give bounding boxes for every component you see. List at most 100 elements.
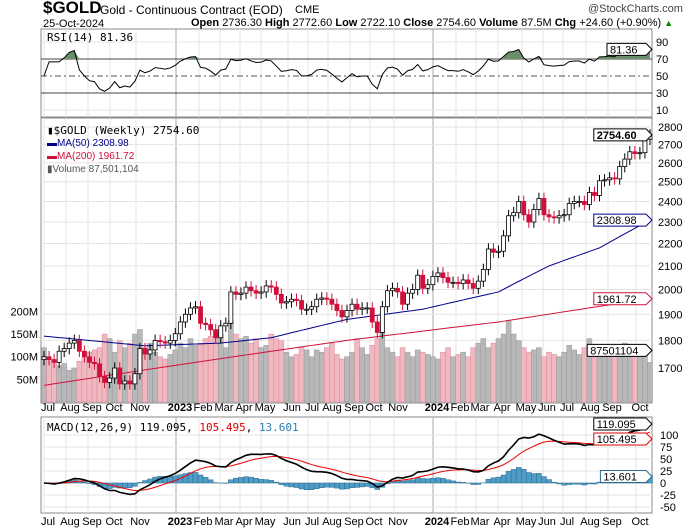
- x-tick-label: 2023: [168, 516, 192, 528]
- candle-body: [127, 380, 133, 385]
- candle-body: [415, 274, 421, 290]
- x-tick-label: Sep: [602, 402, 622, 414]
- volume-bar: [218, 333, 224, 403]
- macd-histogram-bar: [576, 482, 583, 485]
- candle-body: [289, 298, 294, 303]
- macd-histogram-bar: [349, 482, 355, 488]
- candle-body: [152, 340, 158, 351]
- candle-body: [617, 166, 623, 180]
- macd-histogram-bar: [339, 482, 345, 490]
- candle-body: [92, 361, 97, 365]
- volume-bar: [384, 347, 391, 403]
- volume-bar: [409, 356, 416, 403]
- candle-icon: ▮: [47, 124, 54, 137]
- candle-body: [622, 158, 628, 167]
- volume-bar: [531, 349, 537, 403]
- price-tag: 2754.60: [597, 130, 637, 142]
- volume-bar: [389, 351, 396, 403]
- brand-link[interactable]: @StockCharts.com: [588, 3, 683, 15]
- volume-bar: [480, 338, 487, 403]
- macd-histogram-bar: [238, 477, 244, 484]
- volume-bar: [298, 347, 305, 403]
- x-tick-label: Aug: [322, 516, 342, 528]
- macd-value-tag: 119.095: [597, 419, 636, 431]
- macd-histogram-bar: [399, 480, 406, 484]
- candle-body: [324, 297, 330, 300]
- candle-body: [440, 272, 446, 278]
- instrument-name: Gold - Continuous Contract (EOD): [100, 3, 283, 17]
- x-tick-label: Feb: [194, 516, 213, 528]
- open-label: Open: [191, 17, 220, 29]
- volume-bar: [182, 347, 189, 403]
- x-tick-label: Feb: [451, 402, 470, 414]
- volume-bar: [470, 347, 476, 403]
- candle-body: [450, 281, 456, 284]
- candle-body: [592, 192, 597, 196]
- x-tick-label: Apr: [235, 402, 252, 414]
- volume-bar: [556, 356, 562, 403]
- candle-body: [167, 340, 173, 344]
- candle-body: [395, 287, 400, 293]
- candle-body: [521, 201, 527, 216]
- candle-body: [425, 284, 431, 289]
- macd-tick-label: 100: [660, 430, 678, 442]
- volume-bar: [536, 347, 542, 403]
- volume-bar: [162, 358, 168, 403]
- candle-body: [137, 348, 143, 375]
- volume-bar: [485, 347, 492, 403]
- price-tick-label: 1700: [658, 363, 682, 375]
- candle-body: [571, 201, 577, 204]
- candle-body: [556, 215, 562, 219]
- x-tick-label: Sep: [344, 402, 364, 414]
- volume-bar: [344, 356, 350, 403]
- price-tick-label: 1800: [658, 335, 682, 347]
- ma50-tag-box: [593, 213, 653, 227]
- candle-body: [319, 297, 325, 300]
- candle-body: [309, 306, 315, 310]
- x-tick-label: Nov: [130, 516, 150, 528]
- x-tick-label: Aug: [60, 516, 80, 528]
- macd-histogram-bar: [303, 482, 310, 491]
- volume-bar: [202, 338, 209, 403]
- volume-bar: [566, 345, 572, 403]
- candle-body: [536, 198, 542, 210]
- candle-body: [541, 198, 547, 216]
- macd-histogram-bar: [566, 482, 572, 485]
- volume-bar: [490, 342, 497, 403]
- macd-tick-label: 75: [660, 442, 672, 454]
- volume-tick-label: 50M: [17, 374, 38, 386]
- x-tick-label: Oct: [105, 402, 122, 414]
- volume-bar: [339, 358, 345, 403]
- volume-bar: [445, 347, 451, 403]
- candle-body: [122, 380, 128, 385]
- volume-legend: ▮Volume 87,501,104: [47, 164, 139, 176]
- macd-histogram-bar: [475, 482, 482, 485]
- ma50-legend: ▬MA(50) 2308.98: [47, 138, 129, 150]
- macd-histogram-bar: [233, 477, 239, 484]
- volume-bar: [611, 351, 618, 403]
- macd-signal-line: [43, 431, 651, 492]
- x-tick-label: Sep: [82, 516, 102, 528]
- volume-bar: [56, 365, 62, 403]
- macd-signal-tag-box: [593, 432, 653, 446]
- rsi-tick-label: 90: [656, 37, 668, 49]
- volume-bar: [283, 351, 290, 403]
- candle-body: [112, 367, 118, 379]
- volume-bar: [647, 362, 653, 403]
- volume-bar: [303, 349, 310, 403]
- candle-body: [531, 209, 537, 223]
- candle-body: [304, 308, 310, 311]
- macd-line: [43, 423, 651, 496]
- chg-value: +24.60 (+0.90%): [579, 17, 662, 29]
- volume-bar: [76, 360, 83, 403]
- candle-body: [390, 287, 395, 292]
- candle-body: [576, 201, 582, 203]
- volume-bar: [263, 345, 269, 403]
- volume-tick-label: 100M: [10, 352, 38, 364]
- volume-bar: [253, 338, 259, 403]
- macd-histogram-bar: [258, 479, 264, 484]
- x-tick-label: Sep: [82, 402, 102, 414]
- candle-body: [339, 310, 345, 318]
- candle-body: [147, 349, 153, 355]
